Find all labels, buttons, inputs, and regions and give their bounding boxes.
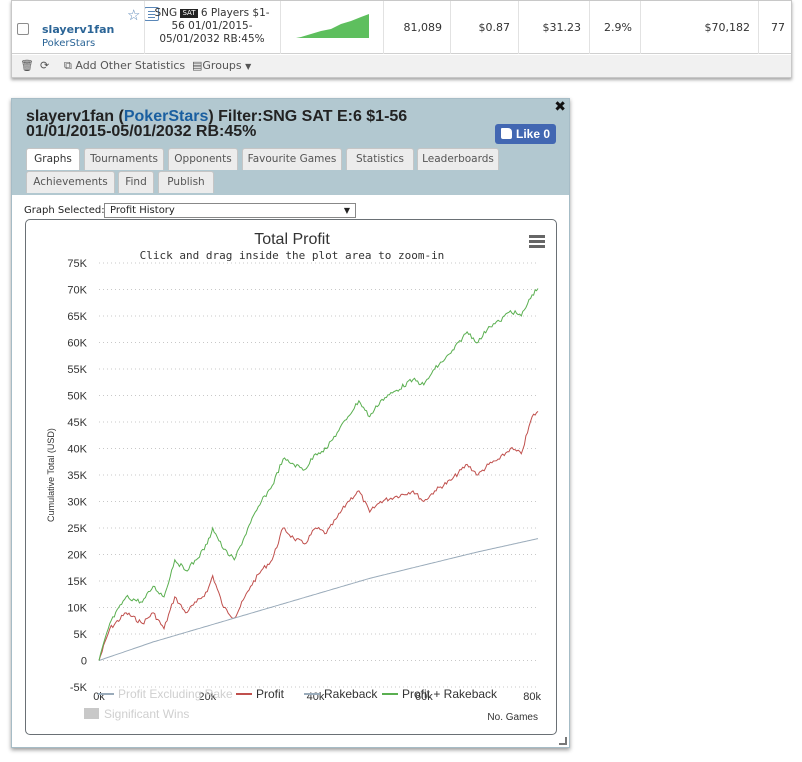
filter-prefix: SNG	[154, 7, 178, 19]
y-tick-label: 75K	[67, 258, 87, 270]
legend-item: Significant Wins	[104, 707, 189, 721]
y-axis-label: Cumulative Total (USD)	[46, 428, 56, 522]
last-column-value: 77	[758, 1, 793, 54]
y-tick-label: -5K	[70, 682, 88, 694]
table-toolbar: 🗑 ⟳ ⧉ Add Other Statistics ▤Groups ▼	[12, 55, 791, 77]
facebook-like-button[interactable]: Like 0	[495, 124, 556, 144]
series-line-rakeback	[98, 538, 539, 661]
y-tick-label: 15K	[67, 576, 87, 588]
legend-item: Profit + Rakeback	[402, 687, 498, 701]
dropdown-arrow-icon: ▼	[343, 206, 350, 215]
refresh-icon[interactable]: ⟳	[40, 59, 50, 72]
player-site-link[interactable]: PokerStars	[42, 38, 96, 49]
select-cell	[12, 1, 36, 54]
y-tick-label: 45K	[67, 417, 87, 429]
star-icon[interactable]: ☆	[127, 7, 141, 24]
close-icon[interactable]: ✖	[554, 98, 566, 114]
player-graph-popup: slayerv1fan (PokerStars) Filter:SNG SAT …	[11, 98, 570, 748]
like-label: Like 0	[516, 127, 551, 141]
y-tick-label: 70K	[67, 285, 87, 297]
legend-swatch	[84, 708, 99, 719]
filter-line3: 05/01/2032 RB:45%	[159, 33, 265, 45]
x-tick-label: 80k	[523, 691, 541, 703]
tab-leaderboards[interactable]: Leaderboards	[417, 148, 499, 170]
table-row: ☆ slayerv1fan PokerStars SNG SAT 6 Playe…	[12, 1, 791, 54]
tab-favourite-games[interactable]: Favourite Games	[242, 148, 342, 170]
avg-profit: $0.87	[450, 1, 518, 54]
add-stats-label: Add Other Statistics	[75, 59, 186, 72]
y-tick-label: 65K	[67, 311, 87, 323]
y-tick-label: 25K	[67, 523, 87, 535]
games-count: 81,089	[383, 1, 450, 54]
graph-select[interactable]: Profit History ▼	[104, 203, 356, 218]
player-name-link[interactable]: slayerv1fan	[42, 23, 115, 36]
x-tick-label: 40k	[307, 691, 325, 703]
trash-icon[interactable]: 🗑	[20, 59, 34, 72]
tab-graphs[interactable]: Graphs	[26, 148, 80, 170]
total-profit: $70,182	[640, 1, 758, 54]
graph-select-value: Profit History	[110, 205, 175, 216]
chart-menu-icon[interactable]	[529, 235, 545, 248]
groups-label: Groups	[202, 59, 242, 72]
player-cell: ☆	[36, 1, 159, 54]
chart-title: Total Profit	[254, 231, 330, 248]
x-tick-label: 20k	[198, 691, 216, 703]
y-tick-label: 35K	[67, 470, 87, 482]
results-table: ☆ slayerv1fan PokerStars SNG SAT 6 Playe…	[11, 0, 792, 78]
y-tick-label: 5K	[74, 629, 88, 641]
filter-line1: 6 Players $1-	[200, 7, 270, 19]
x-axis-label: No. Games	[487, 712, 538, 723]
legend-item: Rakeback	[324, 687, 378, 701]
profit-chart[interactable]: Total Profit Click and drag inside the pl…	[25, 219, 557, 735]
y-tick-label: 50K	[67, 391, 87, 403]
groups-button[interactable]: ▤Groups ▼	[192, 59, 252, 72]
row-checkbox[interactable]	[17, 23, 29, 35]
filter-cell	[144, 1, 280, 54]
legend-item: Profit	[256, 687, 285, 701]
avg-stake: $31.23	[518, 1, 589, 54]
series-line-profit-rakeback	[98, 288, 539, 661]
legend-item: Profit Excluding Rake	[118, 687, 233, 701]
tab-statistics[interactable]: Statistics	[346, 148, 414, 170]
title-name: slayerv1fan (	[26, 108, 124, 125]
y-tick-label: 40K	[67, 444, 87, 456]
filter-description: SNG SAT 6 Players $1- 56 01/01/2015- 05/…	[144, 7, 280, 46]
y-tick-label: 0	[81, 656, 87, 668]
graph-selected-label: Graph Selected:	[24, 205, 105, 216]
series-line-profit	[98, 411, 539, 661]
y-tick-label: 55K	[67, 364, 87, 376]
add-stats-button[interactable]: ⧉ Add Other Statistics	[64, 59, 186, 72]
sparkline-cell	[280, 1, 383, 54]
y-tick-label: 20K	[67, 550, 87, 562]
title-filter: ) Filter:SNG SAT E:6 $1-56 01/01/2015-05…	[26, 108, 408, 140]
profit-sparkline	[296, 14, 369, 38]
title-site-link[interactable]: PokerStars	[123, 108, 209, 125]
roi: 2.9%	[589, 1, 640, 54]
thumbs-up-icon	[501, 128, 512, 139]
sat-badge: SAT	[180, 9, 198, 18]
x-tick-label: 0k	[93, 691, 105, 703]
popup-header: slayerv1fan (PokerStars) Filter:SNG SAT …	[12, 98, 569, 195]
tab-opponents[interactable]: Opponents	[168, 148, 238, 170]
tab-tournaments[interactable]: Tournaments	[84, 148, 164, 170]
resize-handle[interactable]	[559, 737, 567, 745]
y-tick-label: 30K	[67, 497, 87, 509]
x-tick-label: 60k	[415, 691, 433, 703]
tab-achievements[interactable]: Achievements	[26, 171, 115, 193]
tab-publish[interactable]: Publish	[158, 171, 214, 193]
y-tick-label: 60K	[67, 338, 87, 350]
popup-title: slayerv1fan (PokerStars) Filter:SNG SAT …	[26, 108, 496, 140]
tab-find[interactable]: Find	[118, 171, 154, 193]
y-tick-label: 10K	[67, 603, 87, 615]
filter-line2: 56 01/01/2015-	[171, 20, 253, 32]
chart-subtitle: Click and drag inside the plot area to z…	[140, 249, 445, 262]
chevron-down-icon: ▼	[245, 62, 252, 71]
